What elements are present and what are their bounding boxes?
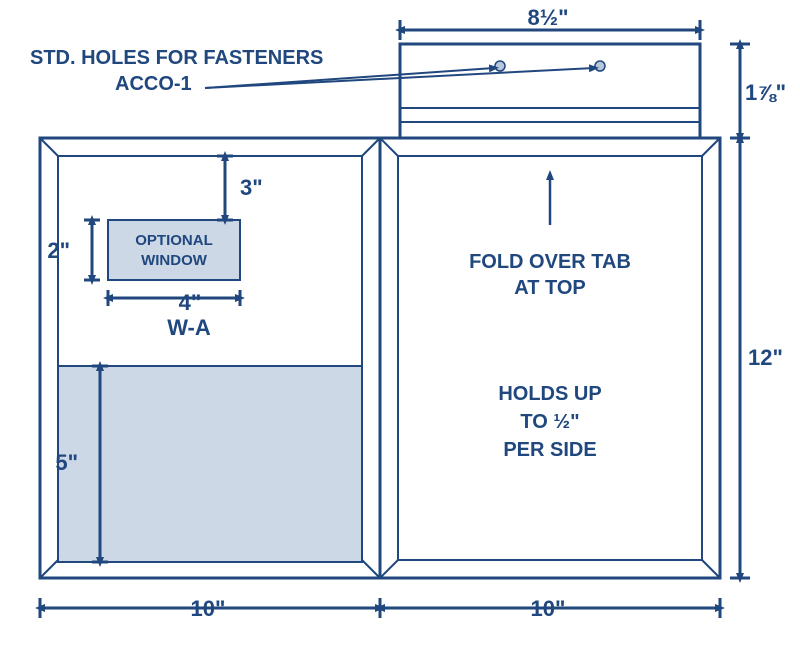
fastener-note-line-2: ACCO-1 [115, 73, 192, 95]
diagram-svg: OPTIONAL WINDOW W-A STD. HOLES FOR FASTENER… [0, 0, 800, 641]
fold-over-label-2: AT TOP [514, 277, 585, 299]
holds-label-3: PER SIDE [503, 439, 596, 461]
optional-window-label-1: OPTIONAL [135, 232, 213, 249]
fastener-hole-1 [495, 61, 505, 71]
fastener-note-line-1: STD. HOLES FOR FASTENERS [30, 47, 323, 69]
dim-label: 1⅞" [745, 80, 786, 105]
dim-label: 4" [179, 290, 202, 315]
optional-window-label-2: WINDOW [141, 252, 208, 269]
dim-label: 2" [47, 238, 70, 263]
dim-label: 5" [55, 450, 78, 475]
dim-label: 8½" [527, 5, 568, 30]
dim-label: 3" [240, 175, 263, 200]
diagram-stage: OPTIONAL WINDOW W-A STD. HOLES FOR FASTENER… [0, 0, 800, 641]
holds-label-2: TO ½" [520, 411, 579, 433]
dim-label: 10" [191, 596, 226, 621]
code-label: W-A [167, 315, 211, 340]
fastener-hole-2 [595, 61, 605, 71]
holds-label-1: HOLDS UP [498, 383, 601, 405]
dim-label: 12" [748, 345, 783, 370]
fold-over-label-1: FOLD OVER TAB [469, 251, 631, 273]
dim-label: 10" [531, 596, 566, 621]
